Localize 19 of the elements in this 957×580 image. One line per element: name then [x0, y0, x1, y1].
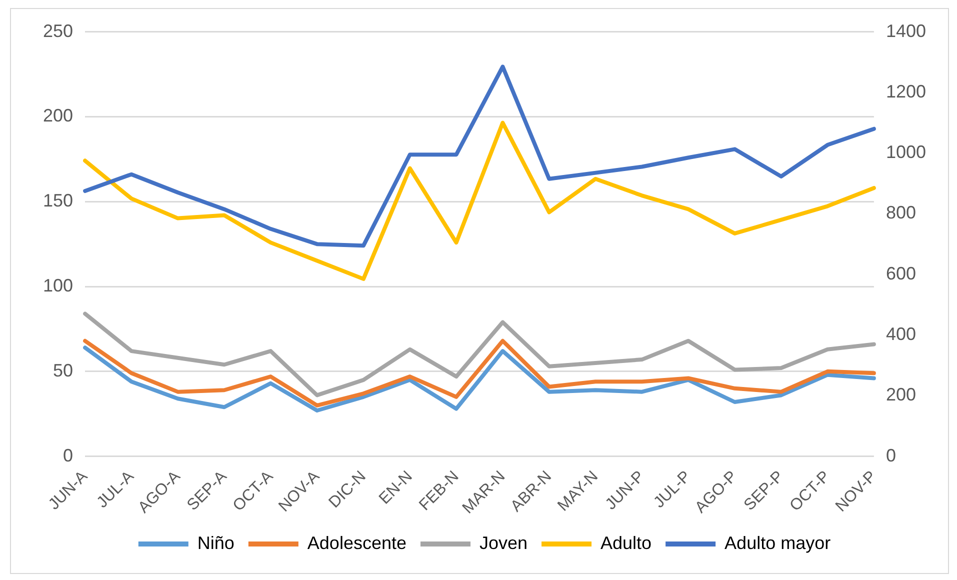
y-tick-label: 0	[63, 445, 74, 466]
legend-label: Niño	[197, 532, 234, 553]
y-tick-label: 100	[42, 275, 74, 296]
y2-tick-label: 200	[886, 384, 916, 405]
y2-tick-label: 400	[886, 324, 916, 344]
legend-label: Adulto mayor	[724, 532, 831, 553]
legend-label: Adulto	[600, 532, 652, 553]
legend-label: Adolescente	[307, 532, 406, 553]
y-tick-label: 150	[42, 190, 74, 211]
y2-tick-label: 600	[886, 263, 916, 284]
legend-label: Joven	[479, 532, 528, 553]
y2-tick-label: 0	[886, 445, 896, 466]
y2-tick-label: 1400	[886, 20, 926, 41]
y2-tick-label: 1000	[886, 142, 926, 162]
y2-tick-label: 1200	[886, 81, 926, 102]
y2-tick-label: 800	[886, 202, 916, 223]
y-tick-label: 50	[53, 360, 74, 380]
y-tick-label: 250	[42, 20, 74, 41]
y-tick-label: 200	[42, 106, 74, 126]
